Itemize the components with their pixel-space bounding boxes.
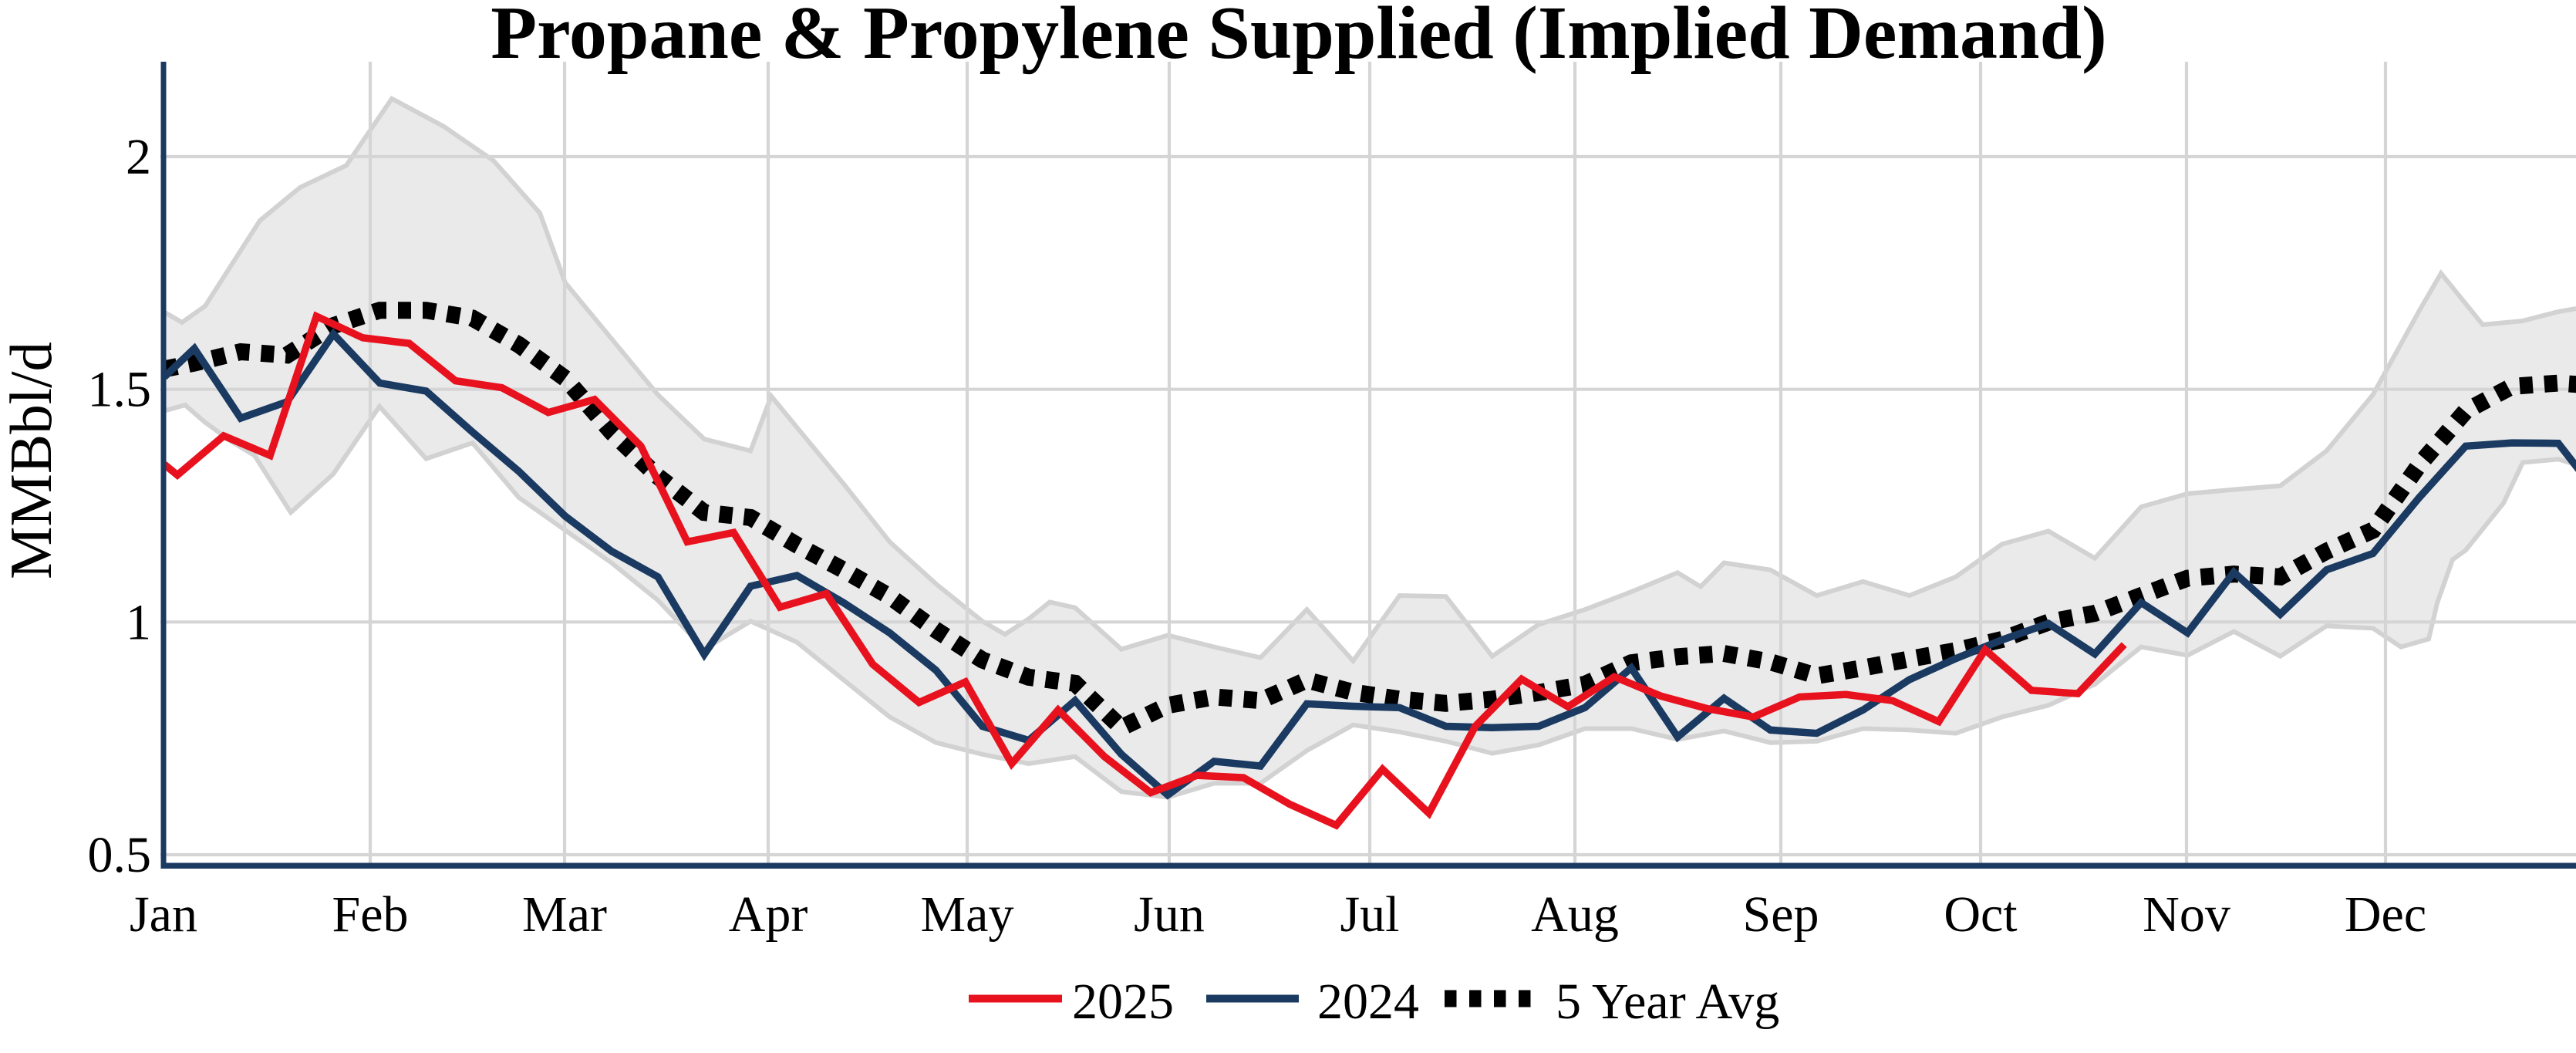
svg-text:Apr: Apr: [729, 886, 808, 943]
svg-text:Aug: Aug: [1531, 886, 1619, 943]
svg-text:Sep: Sep: [1743, 886, 1819, 943]
svg-text:2: 2: [126, 129, 151, 185]
svg-text:0.5: 0.5: [88, 827, 152, 883]
svg-text:Propane & Propylene Supplied (: Propane & Propylene Supplied (Implied De…: [491, 0, 2106, 75]
svg-text:MMBbl/d: MMBbl/d: [0, 342, 64, 579]
svg-text:2024: 2024: [1317, 974, 1419, 1030]
svg-text:Dec: Dec: [2345, 886, 2426, 943]
svg-text:Nov: Nov: [2143, 886, 2230, 943]
svg-text:5 Year Avg: 5 Year Avg: [1556, 974, 1779, 1030]
svg-text:Feb: Feb: [332, 886, 409, 943]
svg-text:Jul: Jul: [1340, 886, 1399, 943]
svg-text:Oct: Oct: [1944, 886, 2017, 943]
svg-text:Jan: Jan: [130, 886, 197, 943]
svg-text:Mar: Mar: [522, 886, 607, 943]
svg-text:May: May: [921, 886, 1014, 943]
svg-text:Jun: Jun: [1134, 886, 1205, 943]
svg-text:2025: 2025: [1072, 974, 1174, 1030]
svg-text:1: 1: [126, 594, 151, 650]
svg-text:1.5: 1.5: [88, 362, 152, 418]
